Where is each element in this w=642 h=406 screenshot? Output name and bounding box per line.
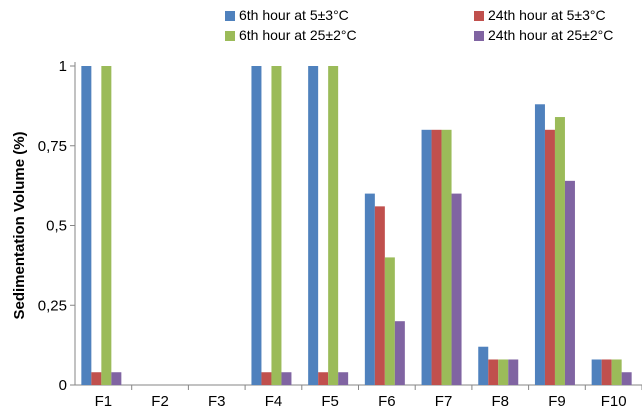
- x-tick-label: F3: [208, 393, 226, 406]
- bar: [364, 193, 375, 385]
- x-tick-label: F9: [548, 393, 566, 406]
- y-tick-label: 0: [59, 377, 67, 394]
- bar: [451, 193, 462, 385]
- bar: [534, 104, 545, 385]
- bar: [601, 359, 612, 385]
- bar: [328, 66, 339, 385]
- x-tick-label: F4: [265, 393, 283, 406]
- bar: [251, 66, 262, 385]
- bar: [271, 66, 282, 385]
- bar: [431, 129, 442, 385]
- bar: [318, 372, 329, 385]
- x-tick-label: F2: [151, 393, 169, 406]
- bar: [308, 66, 319, 385]
- bar: [384, 257, 395, 385]
- y-tick-label: 1: [59, 58, 67, 75]
- legend: 6th hour at 5±3°C 24th hour at 5±3°C 6th h…: [225, 7, 613, 43]
- x-tick-label: F10: [601, 393, 627, 406]
- legend-swatch: [474, 31, 484, 41]
- bar: [394, 321, 405, 385]
- x-tick-label: F7: [435, 393, 453, 406]
- bar: [564, 180, 575, 385]
- bar: [441, 129, 452, 385]
- y-axis-title: Sedimentation Volume (%): [11, 131, 28, 319]
- bar: [554, 117, 565, 385]
- bar: [81, 66, 92, 385]
- y-axis: 0 0,25 0,5 0,75 1: [38, 58, 76, 394]
- bar: [338, 372, 349, 385]
- legend-swatch: [225, 11, 235, 21]
- x-axis: F1 F2 F3 F4 F5 F6 F7 F8 F9 F10: [75, 384, 642, 406]
- y-tick-label: 0,75: [38, 138, 67, 155]
- bar: [498, 359, 509, 385]
- bars: [81, 66, 632, 385]
- bar: [421, 129, 432, 385]
- bar: [611, 359, 622, 385]
- x-tick-label: F1: [95, 393, 113, 406]
- bar: [508, 359, 519, 385]
- y-tick-label: 0,25: [38, 297, 67, 314]
- legend-swatch: [474, 11, 484, 21]
- legend-label: 6th hour at 5±3°C: [239, 7, 349, 23]
- bar: [91, 372, 102, 385]
- x-tick-label: F6: [378, 393, 396, 406]
- x-tick-label: F5: [321, 393, 339, 406]
- legend-swatch: [225, 31, 235, 41]
- bar: [261, 372, 272, 385]
- bar: [101, 66, 112, 385]
- y-tick-label: 0,5: [46, 218, 67, 235]
- bar: [544, 129, 555, 385]
- bar: [478, 346, 489, 385]
- legend-label: 24th hour at 5±3°C: [488, 7, 606, 23]
- x-tick-label: F8: [491, 393, 509, 406]
- legend-label: 6th hour at 25±2°C: [239, 27, 357, 43]
- bar: [111, 372, 122, 385]
- bar: [374, 206, 385, 385]
- bar: [591, 359, 602, 385]
- legend-label: 24th hour at 25±2°C: [488, 27, 613, 43]
- bar: [281, 372, 292, 385]
- bar: [621, 372, 632, 385]
- bar: [488, 359, 499, 385]
